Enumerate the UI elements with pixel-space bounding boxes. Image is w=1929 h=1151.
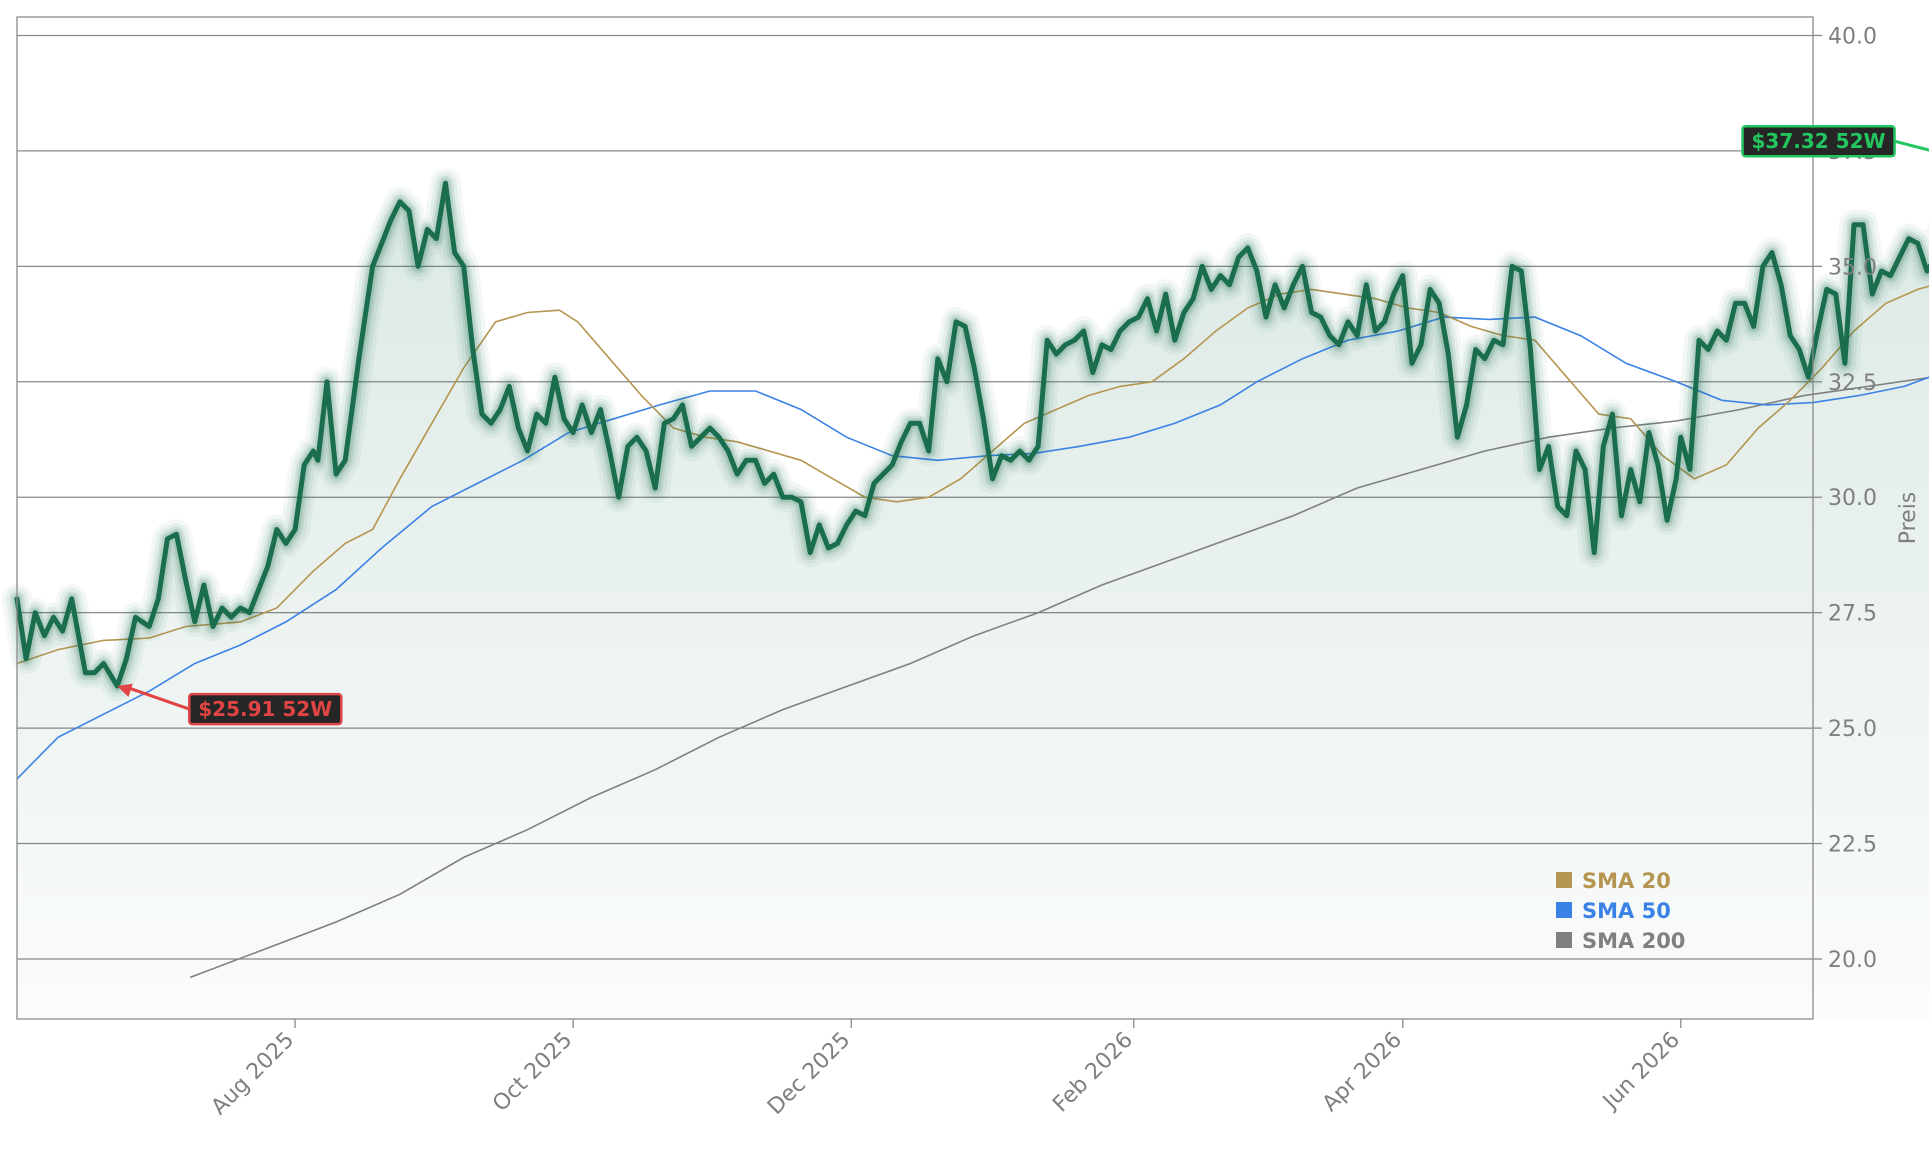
y-tick-label: 35.0	[1828, 255, 1877, 280]
legend: SMA 20 SMA 50 SMA 200	[1556, 869, 1685, 953]
x-tick-label: Feb 2026	[1048, 1028, 1138, 1118]
y-tick-label: 27.5	[1828, 602, 1877, 627]
plot-frame	[16, 16, 1814, 1020]
legend-label-sma50: SMA 50	[1582, 899, 1671, 923]
annotation-arrow-low	[122, 684, 190, 711]
sma-20-line	[16, 285, 1929, 665]
annotation-arrowhead-low	[117, 683, 133, 698]
annotation-box-low	[188, 692, 343, 726]
legend-swatch-sma200	[1556, 932, 1572, 948]
x-tick-label: Aug 2025	[207, 1028, 300, 1121]
y-tick-label: 30.0	[1828, 486, 1877, 511]
y-tick-label: 40.0	[1828, 24, 1877, 49]
legend-swatch-sma20	[1556, 872, 1572, 888]
y-axis-title: Preis	[1896, 492, 1921, 545]
annotation-box-high	[1741, 124, 1896, 158]
annotation-label-low: $25.91 52W	[198, 697, 332, 721]
annotations: $37.32 52W $25.91 52W	[117, 124, 1929, 726]
legend-label-sma20: SMA 20	[1582, 869, 1671, 893]
legend-label-sma200: SMA 200	[1582, 929, 1685, 953]
y-tick-label: 22.5	[1828, 833, 1877, 858]
legend-swatch-sma50	[1556, 902, 1572, 918]
y-tick-label: 32.5	[1828, 371, 1877, 396]
y-tick-label: 25.0	[1828, 717, 1877, 742]
x-tick-label: Dec 2025	[763, 1028, 855, 1120]
x-tick-label: Apr 2026	[1318, 1028, 1407, 1117]
annotation-arrow-high	[1894, 139, 1929, 152]
y-tick-label: 20.0	[1828, 948, 1877, 973]
annotation-label-high: $37.32 52W	[1752, 129, 1886, 153]
sma-50-line	[16, 316, 1929, 780]
price-line	[14, 180, 1929, 689]
x-tick-label: Jun 2026	[1597, 1028, 1685, 1116]
x-tick-label: Oct 2025	[488, 1028, 577, 1117]
sma-200-line	[189, 376, 1929, 979]
